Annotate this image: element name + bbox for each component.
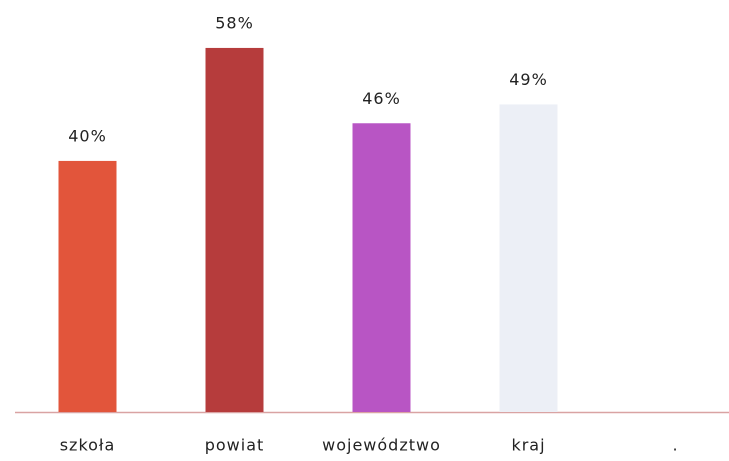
data-label: 49% bbox=[509, 70, 548, 89]
bar bbox=[499, 104, 558, 412]
x-tick-label: szkoła bbox=[60, 436, 116, 455]
bar bbox=[58, 160, 117, 412]
x-tick-label: województwo bbox=[322, 436, 441, 455]
x-tick-label: . bbox=[672, 436, 678, 455]
data-label: 58% bbox=[215, 13, 254, 32]
x-tick-label: powiat bbox=[205, 436, 265, 455]
data-label: 40% bbox=[68, 126, 107, 145]
x-tick-label: kraj bbox=[511, 436, 545, 455]
bar bbox=[205, 47, 264, 412]
bar bbox=[352, 123, 411, 412]
data-label: 46% bbox=[362, 89, 401, 108]
